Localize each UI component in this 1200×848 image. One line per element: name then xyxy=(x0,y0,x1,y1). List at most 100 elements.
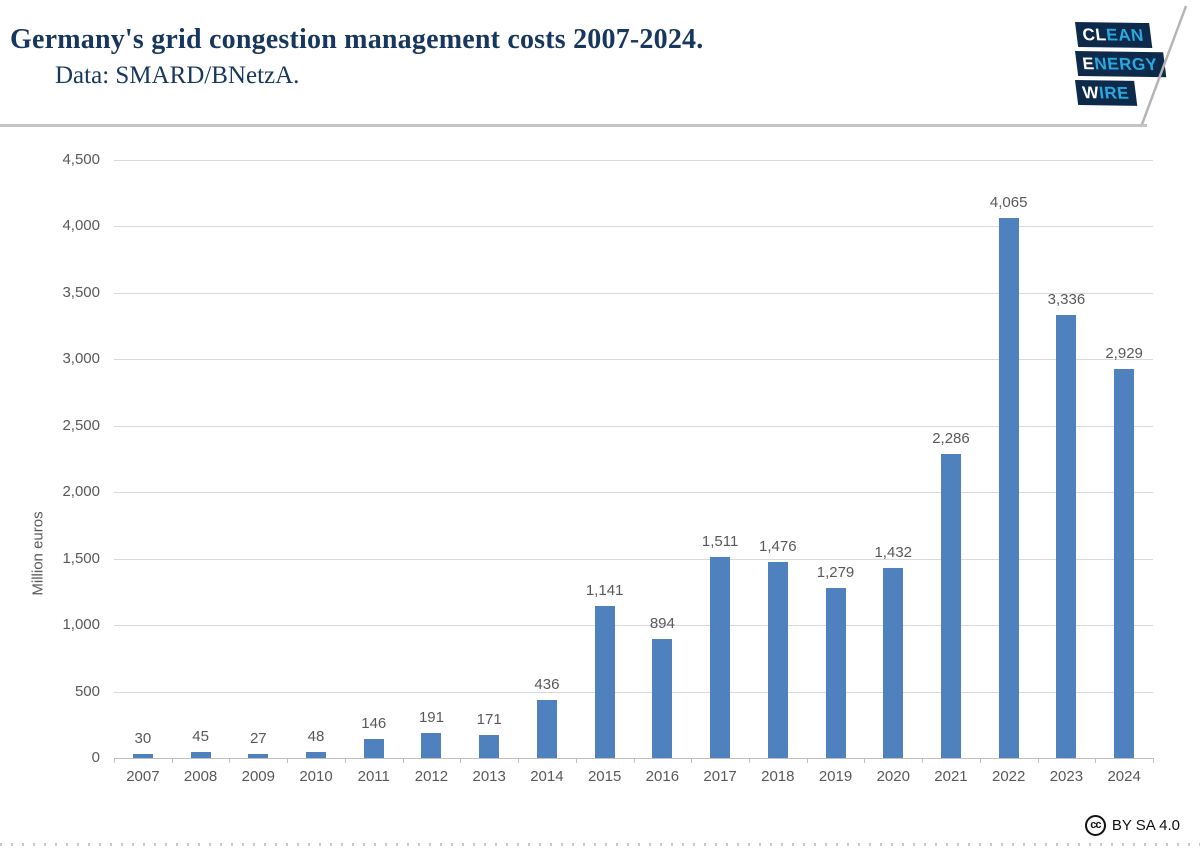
license-text: BY SA 4.0 xyxy=(1111,817,1180,834)
y-axis-tick-label: 3,000 xyxy=(62,350,100,368)
y-axis-tick-label: 4,000 xyxy=(62,217,100,235)
x-axis-tick xyxy=(1037,758,1039,763)
x-axis-tick xyxy=(344,758,346,763)
bar-value-label-2020: 1,432 xyxy=(874,543,913,561)
y-axis-tick-label: 2,500 xyxy=(62,416,100,434)
x-axis-tick xyxy=(979,758,981,763)
bar-value-label-2019: 1,279 xyxy=(816,564,855,582)
bar-2020 xyxy=(883,567,904,758)
bar-value-label-2023: 3,336 xyxy=(1047,290,1086,308)
header-diagonal-line xyxy=(1139,5,1188,128)
bar-2015 xyxy=(594,606,615,758)
bar-value-label-2014: 436 xyxy=(534,676,560,694)
gridline-4,500 xyxy=(114,160,1153,161)
x-axis-label-2020: 2020 xyxy=(876,768,910,785)
x-axis-label-2014: 2014 xyxy=(530,768,564,785)
x-axis-label-2017: 2017 xyxy=(703,768,737,785)
x-axis-label-2010: 2010 xyxy=(299,768,333,785)
plot-area: 0 500 1,000 1,500 2,000 2,500 3,000 3,500 4,000 4… xyxy=(62,151,1154,785)
x-axis-tick xyxy=(518,758,520,763)
bar-value-label-2016: 894 xyxy=(649,615,675,633)
bar-value-label-2017: 1,511 xyxy=(701,533,739,551)
bar-2018 xyxy=(767,561,788,758)
x-axis-tick xyxy=(229,758,231,763)
x-axis-tick xyxy=(864,758,866,763)
x-axis-tick xyxy=(114,758,115,763)
bar-value-label-2021: 2,286 xyxy=(932,430,970,448)
bar-2010 xyxy=(306,751,327,758)
bar-value-label-2024: 2,929 xyxy=(1105,344,1143,362)
page-title: Germany's grid congestion management cos… xyxy=(10,24,704,55)
y-axis-tick-label: 3,500 xyxy=(62,283,100,301)
page-subtitle: Data: SMARD/BNetzA. xyxy=(55,62,300,89)
gridline-2,500 xyxy=(114,425,1153,427)
bar-2012 xyxy=(421,732,442,758)
bar-value-label-2015: 1,141 xyxy=(585,582,624,600)
bar-2008 xyxy=(190,752,211,758)
x-axis-tick xyxy=(748,758,750,763)
y-axis-tick-label: 500 xyxy=(74,682,100,700)
bar-2016 xyxy=(652,639,673,758)
x-axis-label-2007: 2007 xyxy=(126,768,160,785)
x-axis-label-2013: 2013 xyxy=(472,768,506,785)
x-axis-tick xyxy=(402,758,404,763)
footer: cc BY SA 4.0 xyxy=(0,810,1200,848)
bar-2022 xyxy=(998,217,1019,758)
x-axis-tick xyxy=(691,758,693,763)
bar-value-label-2010: 48 xyxy=(307,727,325,745)
bar-2014 xyxy=(536,700,557,758)
bar-value-label-2011: 146 xyxy=(361,714,387,732)
header: Germany's grid congestion management cos… xyxy=(0,0,1200,130)
gridline-1,500 xyxy=(114,558,1153,560)
bar-value-label-2022: 4,065 xyxy=(989,193,1028,211)
x-axis-label-2022: 2022 xyxy=(992,768,1026,785)
bar-value-label-2012: 191 xyxy=(418,708,444,726)
bar-chart: Million euros 0 500 1,000 1,500 2,000 2,500 3,… xyxy=(0,130,1200,820)
bar-2011 xyxy=(363,738,384,758)
gridline-1,000 xyxy=(114,625,1153,627)
bar-value-label-2018: 1,476 xyxy=(759,537,797,555)
x-axis-label-2015: 2015 xyxy=(587,768,622,785)
bar-2013 xyxy=(479,735,500,758)
bar-2017 xyxy=(710,557,731,758)
bar-2009 xyxy=(248,754,269,758)
creative-commons-icon: cc xyxy=(1084,815,1106,836)
bar-2019 xyxy=(825,588,846,758)
bar-value-label-2008: 45 xyxy=(192,728,209,746)
gridline-500 xyxy=(114,691,1153,693)
x-axis-label-2023: 2023 xyxy=(1049,768,1084,785)
gridline-4,000 xyxy=(114,226,1153,228)
x-axis-tick xyxy=(1153,758,1154,763)
y-axis-tick-label: 1,000 xyxy=(62,616,100,634)
x-axis-label-2019: 2019 xyxy=(818,768,853,785)
bar-2007 xyxy=(132,754,153,758)
bar-value-label-2013: 171 xyxy=(476,711,502,729)
gridline-3,000 xyxy=(114,359,1153,361)
x-axis-label-2011: 2011 xyxy=(357,768,390,785)
x-axis-tick xyxy=(287,758,289,763)
bar-2021 xyxy=(940,454,961,758)
y-axis-tick-label: 1,500 xyxy=(62,549,100,567)
x-axis-tick xyxy=(460,758,462,763)
gridline-3,500 xyxy=(114,292,1153,294)
x-axis-label-2024: 2024 xyxy=(1107,768,1141,785)
x-axis-tick xyxy=(922,758,924,763)
bar-value-label-2007: 30 xyxy=(134,730,152,747)
x-axis-label-2008: 2008 xyxy=(183,768,218,785)
header-divider xyxy=(0,124,1147,127)
x-axis-label-2018: 2018 xyxy=(761,768,795,785)
x-axis-tick xyxy=(1095,758,1097,763)
bar-2023 xyxy=(1056,314,1077,758)
gridline-2,000 xyxy=(114,492,1153,494)
x-axis-label-2021: 2021 xyxy=(934,768,968,785)
bar-value-label-2009: 27 xyxy=(249,730,267,748)
x-axis-tick xyxy=(633,758,635,763)
y-axis-tick-label: 4,500 xyxy=(62,151,100,168)
x-axis-tick xyxy=(806,758,808,763)
x-axis-tick xyxy=(575,758,577,763)
bottom-dotted-line xyxy=(0,843,1200,846)
license-badge: cc BY SA 4.0 xyxy=(1084,815,1180,836)
x-axis-label-2009: 2009 xyxy=(241,768,275,785)
y-axis-tick-label: 0 xyxy=(91,749,100,766)
